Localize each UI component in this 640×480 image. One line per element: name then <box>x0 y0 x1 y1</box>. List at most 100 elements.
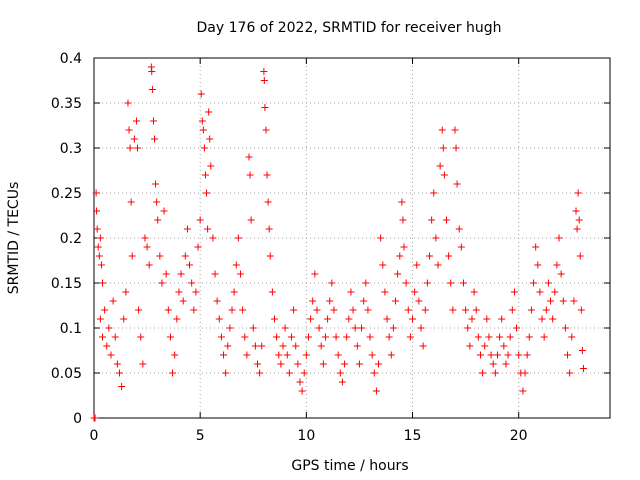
data-point <box>101 306 109 314</box>
data-point <box>145 261 153 269</box>
data-point <box>141 234 149 242</box>
x-tick-label: 0 <box>90 428 99 444</box>
data-point <box>149 117 157 125</box>
data-point <box>304 333 312 341</box>
data-point <box>555 234 563 242</box>
data-point <box>139 360 147 368</box>
data-point <box>307 315 315 323</box>
data-point <box>370 369 378 377</box>
x-tick-label: 20 <box>510 428 528 444</box>
data-point <box>452 144 460 152</box>
data-point <box>375 360 383 368</box>
data-point <box>151 135 159 143</box>
data-point <box>532 243 540 251</box>
data-point <box>566 369 574 377</box>
data-point <box>143 243 151 251</box>
data-point <box>440 171 448 179</box>
data-point <box>508 306 516 314</box>
data-point <box>570 297 578 305</box>
data-point <box>368 351 376 359</box>
data-point <box>355 360 363 368</box>
data-point <box>190 306 198 314</box>
data-point <box>338 378 346 386</box>
data-point <box>135 306 143 314</box>
data-point <box>107 351 115 359</box>
data-point <box>332 333 340 341</box>
data-point <box>93 207 101 215</box>
data-point <box>510 288 518 296</box>
data-point <box>152 180 160 188</box>
data-point <box>387 351 395 359</box>
grid-layer <box>94 58 610 418</box>
data-point <box>462 306 470 314</box>
data-point <box>396 252 404 260</box>
y-tick-label: 0.1 <box>60 321 82 337</box>
data-point <box>134 144 142 152</box>
data-point <box>217 333 225 341</box>
x-tick-label: 5 <box>196 428 205 444</box>
data-point <box>97 261 105 269</box>
data-point <box>547 297 555 305</box>
data-point <box>246 171 254 179</box>
data-point <box>500 342 508 350</box>
data-point <box>379 261 387 269</box>
data-point <box>423 279 431 287</box>
data-point <box>199 126 207 134</box>
data-point <box>186 261 194 269</box>
data-point <box>579 365 587 372</box>
data-point <box>459 279 467 287</box>
data-point <box>275 351 283 359</box>
data-point <box>232 261 240 269</box>
data-point <box>472 306 480 314</box>
data-point <box>534 261 542 269</box>
data-point <box>572 207 580 215</box>
data-point <box>113 360 121 368</box>
data-point <box>457 243 465 251</box>
data-point <box>442 216 450 224</box>
data-point <box>364 306 372 314</box>
data-point <box>430 189 438 197</box>
data-point <box>261 104 269 111</box>
data-point <box>283 351 291 359</box>
data-point <box>311 270 319 278</box>
data-point <box>439 144 447 152</box>
data-point <box>188 279 196 287</box>
data-point <box>196 216 204 224</box>
data-point <box>577 306 585 314</box>
x-tick-label: 15 <box>404 428 422 444</box>
data-point <box>538 315 546 323</box>
data-point <box>476 351 484 359</box>
data-point <box>349 306 357 314</box>
data-point <box>296 378 304 386</box>
data-point <box>402 279 410 287</box>
data-point <box>328 279 336 287</box>
data-point <box>263 171 271 179</box>
data-point <box>126 144 134 152</box>
data-point <box>419 342 427 350</box>
data-point <box>445 252 453 260</box>
data-point <box>285 369 293 377</box>
data-point <box>300 369 308 377</box>
data-point <box>519 387 527 395</box>
data-point <box>544 279 552 287</box>
data-point <box>479 369 487 377</box>
data-point <box>498 315 506 323</box>
data-point <box>436 162 444 170</box>
data-point <box>417 324 425 332</box>
data-point <box>389 324 397 332</box>
marks-layer <box>90 63 587 422</box>
data-point <box>315 324 323 332</box>
data-point <box>98 279 106 287</box>
data-point <box>347 288 355 296</box>
data-point <box>270 315 278 323</box>
data-point <box>264 198 272 206</box>
data-point <box>171 351 179 359</box>
data-point <box>426 252 434 260</box>
data-point <box>406 333 414 341</box>
data-point <box>428 216 436 224</box>
data-point <box>432 234 440 242</box>
data-point <box>169 369 177 377</box>
data-point <box>313 306 321 314</box>
